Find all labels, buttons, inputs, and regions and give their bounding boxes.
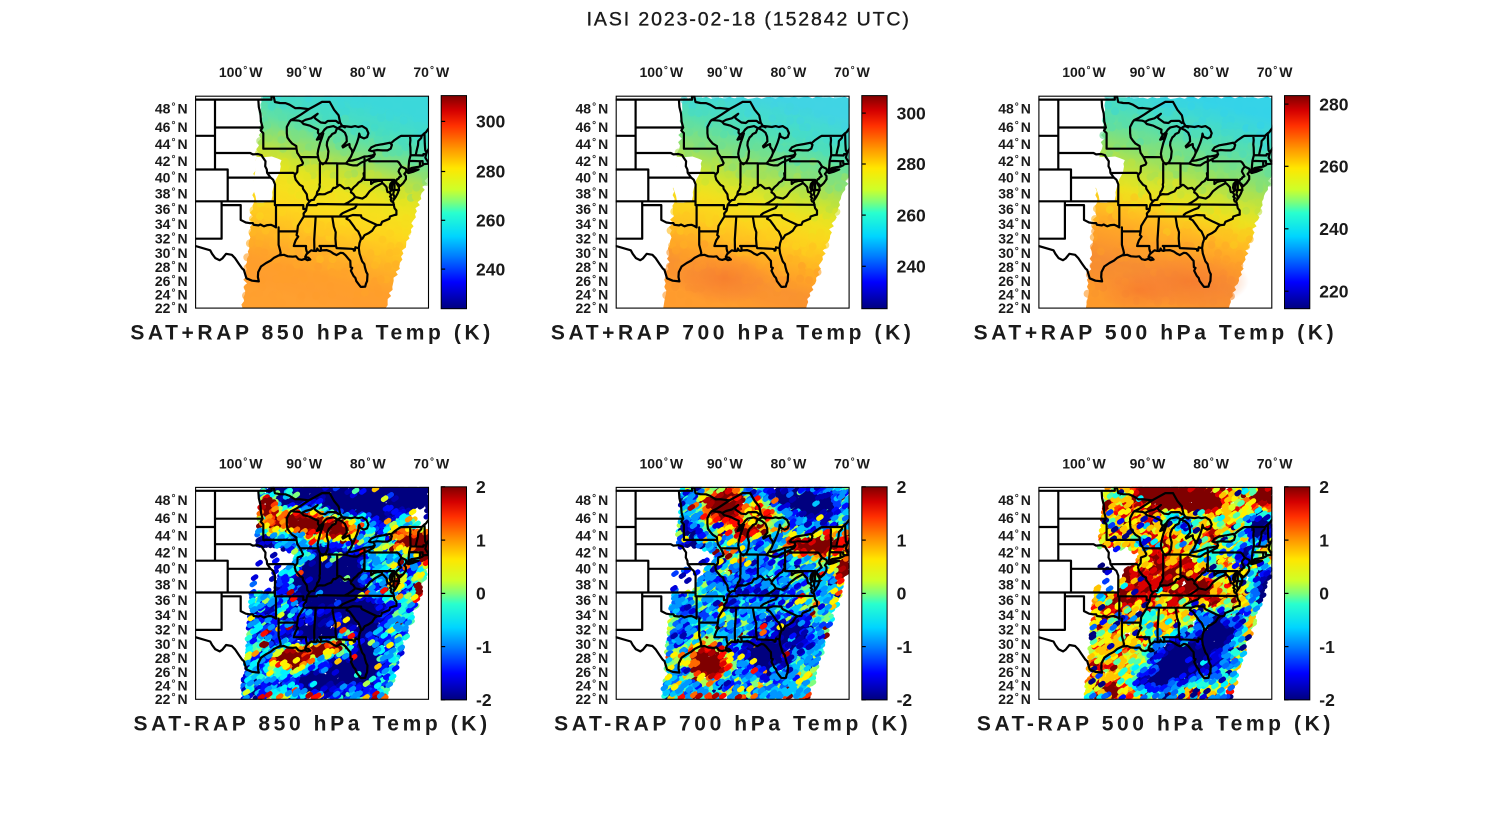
- svg-text:IASI 2023-02-18 (152842 UTC): IASI 2023-02-18 (152842 UTC): [587, 9, 911, 31]
- svg-text:-1: -1: [1319, 637, 1335, 657]
- svg-text:SAT+RAP 700 hPa Temp (K): SAT+RAP 700 hPa Temp (K): [551, 322, 915, 345]
- svg-text:SAT+RAP 850 hPa Temp (K): SAT+RAP 850 hPa Temp (K): [130, 322, 494, 345]
- svg-text:1: 1: [897, 530, 907, 550]
- svg-text:2: 2: [1319, 477, 1329, 497]
- svg-text:-2: -2: [1319, 690, 1335, 710]
- svg-text:240: 240: [897, 257, 926, 277]
- svg-text:0: 0: [1319, 584, 1329, 604]
- svg-text:240: 240: [1319, 219, 1348, 239]
- svg-text:-1: -1: [476, 637, 492, 657]
- svg-text:SAT-RAP 850 hPa Temp (K): SAT-RAP 850 hPa Temp (K): [134, 713, 491, 736]
- svg-text:280: 280: [897, 154, 926, 174]
- svg-text:300: 300: [897, 103, 926, 123]
- svg-text:300: 300: [476, 112, 505, 132]
- svg-text:0: 0: [476, 584, 486, 604]
- svg-text:260: 260: [897, 205, 926, 225]
- svg-text:2: 2: [897, 477, 907, 497]
- svg-text:-1: -1: [897, 637, 913, 657]
- svg-text:240: 240: [476, 259, 505, 279]
- svg-text:SAT-RAP 500 hPa Temp (K): SAT-RAP 500 hPa Temp (K): [977, 713, 1334, 736]
- svg-text:2: 2: [476, 477, 486, 497]
- svg-text:280: 280: [1319, 94, 1348, 114]
- svg-text:0: 0: [897, 584, 907, 604]
- svg-text:-2: -2: [476, 690, 492, 710]
- svg-text:1: 1: [476, 530, 486, 550]
- svg-text:SAT-RAP 700 hPa Temp (K): SAT-RAP 700 hPa Temp (K): [554, 713, 911, 736]
- svg-text:260: 260: [476, 211, 505, 231]
- svg-text:SAT+RAP 500 hPa Temp (K): SAT+RAP 500 hPa Temp (K): [974, 322, 1338, 345]
- svg-text:1: 1: [1319, 530, 1329, 550]
- svg-text:220: 220: [1319, 281, 1348, 301]
- svg-text:260: 260: [1319, 157, 1348, 177]
- svg-text:280: 280: [476, 162, 505, 182]
- svg-text:-2: -2: [897, 690, 913, 710]
